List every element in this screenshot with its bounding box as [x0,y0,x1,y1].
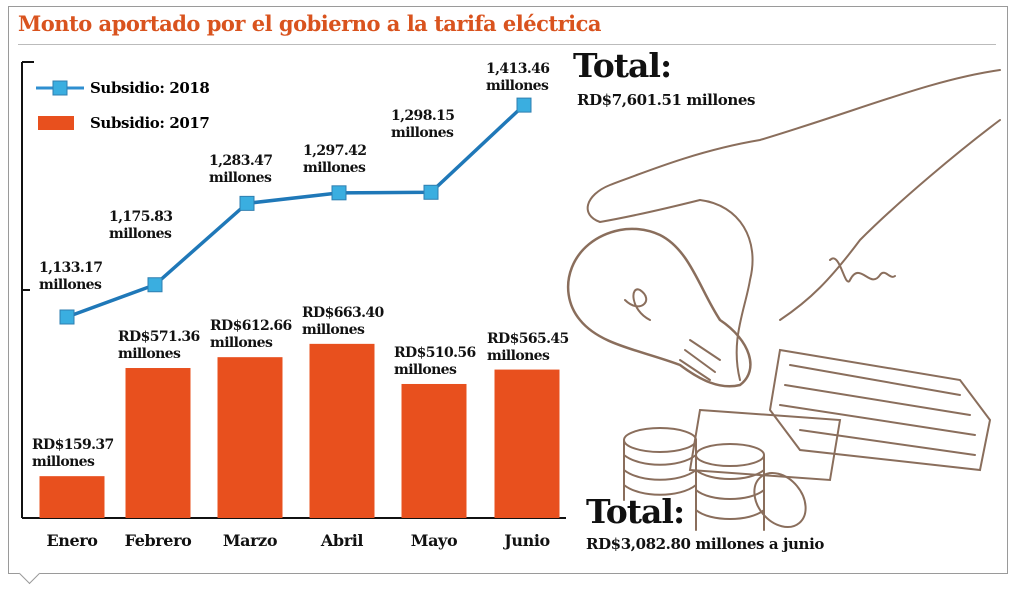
total-2018-title: Total: [573,46,672,85]
bar-data-label-line: RD$565.45 [487,330,569,347]
bar-data-label: RD$565.45 millones [487,331,569,365]
title-divider [18,44,996,45]
bar-2017-junio [494,369,560,518]
line-2018 [66,103,526,319]
line-data-label-line: millones [39,277,102,293]
line-data-label-line: millones [209,170,272,187]
legend-item-2018: Subsidio: 2018 [36,79,210,97]
bar-data-label-line: RD$571.36 [118,329,200,346]
bar-2017-enero [39,476,105,518]
light-bulb-icon [566,227,752,388]
point-2018-mayo [423,184,439,200]
bar-data-label: RD$612.66 millones [210,318,292,352]
point-2018-junio [516,97,532,113]
bar-data-label-line: RD$663.40 [302,304,384,321]
axes [21,61,566,519]
bar-2017-abril [309,343,375,518]
total-2017-title: Total: [586,492,685,531]
total-2018-value: RD$7,601.51 millones [577,91,756,109]
line-data-label-line: millones [303,159,366,176]
bar-data-label-line: RD$159.37 [32,437,114,454]
line-data-label: 1,133.17 millones [39,260,103,294]
line-data-label-line: millones [486,78,549,95]
bar-data-label: RD$159.37 millones [32,437,114,471]
point-2018-abril [331,185,347,201]
signature [829,257,896,283]
coin-stack-icon [623,427,697,453]
chart-title: Monto aportado por el gobierno a la tari… [18,11,602,36]
line-data-label-line: 1,175.83 [109,208,173,225]
line-data-label-line: 1,297.42 [303,142,367,159]
bar-data-label: RD$663.40 millones [302,305,384,339]
bar-2017-febrero [125,368,191,518]
line-data-label-line: millones [109,225,172,242]
bar-2017-marzo [217,357,283,518]
legend-label: Subsidio: 2017 [90,114,210,132]
bar-data-label-line: millones [394,361,457,378]
line-data-label-line: 1,133.17 [39,260,103,276]
money-stack-icon [768,348,992,472]
line-data-label: 1,175.83 millones [109,208,173,243]
hand-bulb-money-illustration [566,69,1001,531]
point-2018-febrero [147,277,163,293]
x-tick-label: Junio [504,531,550,550]
legend-line-marker-icon [36,80,84,96]
line-data-label-line: 1,413.46 [486,61,550,78]
x-tick-label: Marzo [222,531,278,550]
legend-label: Subsidio: 2018 [90,79,210,97]
x-tick-label: Enero [46,531,98,550]
bar-data-label-line: millones [32,454,95,471]
total-2017-value: RD$3,082.80 millones a junio [586,535,824,553]
bar-2017-mayo [401,383,467,518]
bar-data-label-line: RD$612.66 [210,318,292,335]
bar-data-label: RD$571.36 millones [118,329,200,363]
legend-bar-swatch-icon [38,116,74,130]
x-tick-label: Mayo [410,531,458,550]
line-data-label: 1,283.47 millones [209,153,273,187]
bar-data-label-line: millones [302,321,365,338]
bar-data-label-line: RD$510.56 [394,344,476,361]
line-data-label: 1,413.46 millones [486,61,550,95]
point-2018-enero [59,309,75,325]
point-2018-marzo [239,195,255,211]
bar-data-label-line: millones [487,347,550,364]
bar-data-label-line: millones [210,335,273,352]
line-data-label-line: millones [391,125,454,142]
x-tick-label: Abril [320,531,364,550]
bar-data-label-line: millones [118,346,181,363]
hand-arm-outline [586,69,1001,224]
line-data-label: 1,298.15 millones [391,108,455,142]
line-data-label-line: 1,283.47 [209,153,273,170]
legend-item-2017: Subsidio: 2017 [36,114,210,132]
line-data-label-line: 1,298.15 [391,108,455,125]
x-tick-label: Febrero [124,531,192,550]
line-data-label: 1,297.42 millones [303,142,367,177]
bar-data-label: RD$510.56 millones [394,345,476,379]
